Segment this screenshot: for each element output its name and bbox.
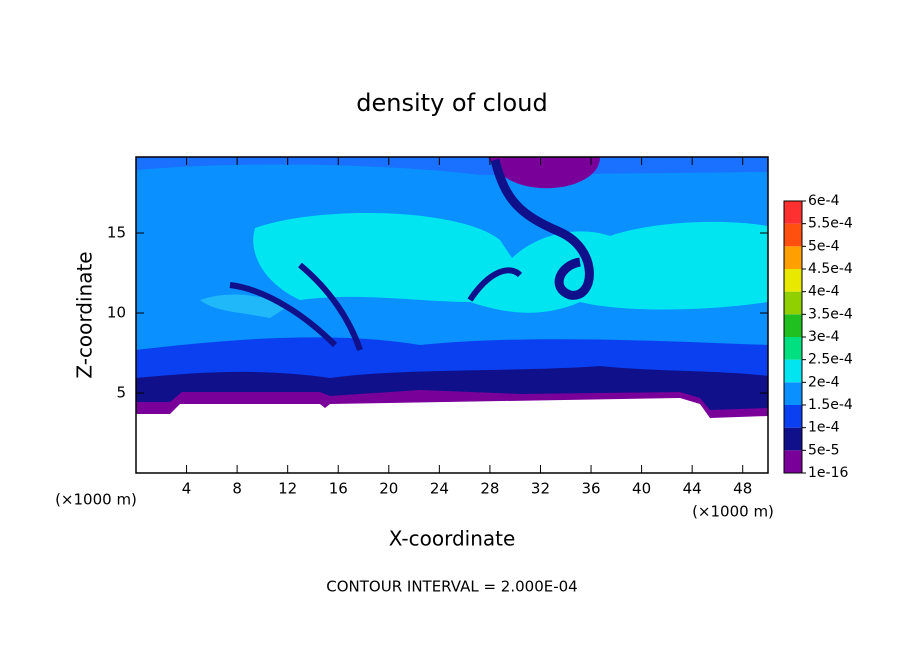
contour-fill — [136, 157, 768, 175]
colorbar-label: 1e-16 — [808, 465, 848, 481]
colorbar-band — [784, 382, 802, 405]
x-unit-label: (×1000 m) — [692, 503, 774, 521]
colorbar-label: 3e-4 — [808, 329, 840, 345]
x-tick-label: 8 — [232, 480, 242, 498]
colorbar-band — [784, 359, 802, 383]
colorbar-label: 4e-4 — [808, 284, 840, 300]
colorbar-band — [784, 201, 802, 224]
colorbar-band — [784, 337, 802, 360]
x-tick-label: 44 — [683, 480, 702, 498]
colorbar-band — [784, 269, 802, 292]
footer: CONTOUR INTERVAL = 2.000E-04 — [326, 578, 577, 596]
contour-fill — [488, 157, 600, 189]
x-tick-label: 36 — [581, 480, 600, 498]
colorbar-band — [784, 246, 802, 269]
chart-title: density of cloud — [356, 89, 547, 117]
colorbar-label: 1.5e-4 — [808, 397, 853, 413]
colorbar-label: 5e-4 — [808, 238, 840, 254]
colorbar-band — [784, 314, 802, 337]
x-tick-label: 12 — [278, 480, 297, 498]
x-tick-label: 40 — [632, 480, 651, 498]
colorbar-band — [784, 427, 802, 451]
contour-line — [229, 262, 523, 351]
x-tick-label: 16 — [329, 480, 348, 498]
contour-fill — [253, 212, 768, 313]
colorbar-label: 5.5e-4 — [808, 216, 853, 232]
x-tick-label: 32 — [531, 480, 550, 498]
y-tick-label: 10 — [107, 304, 126, 322]
colorbar-label: 6e-4 — [808, 193, 840, 209]
colorbar-label: 3.5e-4 — [808, 306, 853, 322]
colorbar-label: 2e-4 — [808, 374, 840, 390]
x-tick-label: 20 — [379, 480, 398, 498]
colorbar-band — [784, 291, 802, 315]
x-axis-label: X-coordinate — [389, 527, 516, 551]
contour-fill — [200, 294, 290, 318]
contour-line — [490, 158, 594, 300]
x-tick-label: 24 — [430, 480, 449, 498]
ground — [136, 398, 768, 473]
y-axis-label: Z-coordinate — [73, 251, 97, 378]
colorbar-label: 2.5e-4 — [808, 352, 853, 368]
colorbar-band — [784, 450, 802, 473]
y-tick-label: 15 — [107, 224, 126, 242]
x-tick-label: 28 — [480, 480, 499, 498]
y-unit-label: (×1000 m) — [55, 491, 137, 509]
y-tick-label: 5 — [116, 384, 126, 402]
plot-frame — [135, 156, 769, 474]
colorbar-label: 1e-4 — [808, 420, 840, 436]
x-tick-label: 4 — [182, 480, 192, 498]
colorbar-label: 5e-5 — [808, 442, 839, 458]
x-tick-label: 48 — [733, 480, 752, 498]
colorbar-band — [784, 223, 802, 247]
contour-field — [136, 157, 768, 473]
colorbar-label: 4.5e-4 — [808, 261, 853, 277]
colorbar-band — [784, 405, 802, 428]
